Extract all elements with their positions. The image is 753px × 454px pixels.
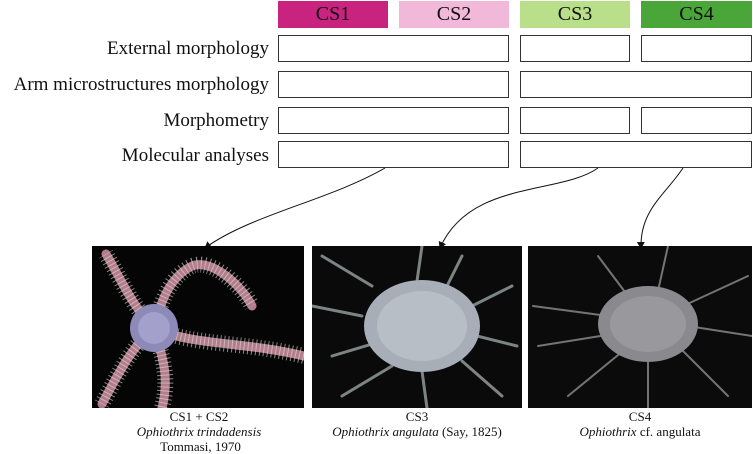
caption-cs1-cs2-id: CS1 + CS2 [169,409,229,424]
row-label-arm-microstructures: Arm microstructures morphology [13,74,269,95]
arrow-to-cs4-photo [636,167,684,249]
photo-cs1-cs2-specimen [92,246,304,408]
caption-cs4-id: CS4 [628,409,652,424]
arrow-to-cs1-cs2-photo [204,167,386,249]
box-external-cs3 [520,35,630,62]
box-morphometry-cs3 [520,107,630,134]
header-cs2-label: CS2 [436,3,472,25]
caption-cs3-authority: (Say, 1825) [438,424,502,439]
caption-cs3: CS3 Ophiothrix angulata (Say, 1825) [317,409,517,439]
row-label-external-morphology: External morphology [107,38,269,59]
caption-cs1-cs2: CS1 + CS2 Ophiothrix trindadensis Tommas… [99,409,299,454]
box-external-cs4 [641,35,752,62]
box-morphometry-cs1-cs2 [278,107,509,134]
box-arm-cs1-cs2 [278,71,509,98]
header-cs3-label: CS3 [557,3,593,25]
caption-cs1-cs2-species: Ophiothrix trindadensis Tommasi, 1970 [99,424,299,454]
caption-cs3-species: Ophiothrix angulata (Say, 1825) [317,424,517,439]
box-external-cs1-cs2 [278,35,509,62]
caption-cs1-cs2-authority: Tommasi, 1970 [157,439,241,454]
caption-cs1-cs2-species-name: Ophiothrix trindadensis [136,424,262,439]
row-label-molecular-analyses: Molecular analyses [121,145,269,166]
caption-cs3-species-name: Ophiothrix angulata [332,424,439,439]
header-cs2: CS2 [399,1,509,28]
box-morphometry-cs4 [641,107,752,134]
box-molecular-cs1-cs2 [278,141,509,168]
header-cs1: CS1 [278,1,388,28]
arrow-to-cs3-photo [438,167,599,249]
header-cs4: CS4 [641,1,752,28]
header-cs3: CS3 [520,1,630,28]
header-cs1-label: CS1 [315,3,351,25]
photo-cs4-specimen [528,246,752,408]
caption-cs3-id: CS3 [405,409,429,424]
photo-cs3-specimen [312,246,522,408]
caption-cs4-species: Ophiothrix cf. angulata [540,424,740,439]
header-cs4-label: CS4 [679,3,714,25]
caption-cs4: CS4 Ophiothrix cf. angulata [540,409,740,439]
box-arm-cs3-cs4 [520,71,752,98]
box-molecular-cs3-cs4 [520,141,752,168]
row-label-morphometry: Morphometry [163,110,269,131]
connector-arrows [204,167,684,249]
caption-cs4-genus: Ophiothrix [579,424,637,439]
caption-cs4-qualifier: cf. angulata [636,424,701,439]
